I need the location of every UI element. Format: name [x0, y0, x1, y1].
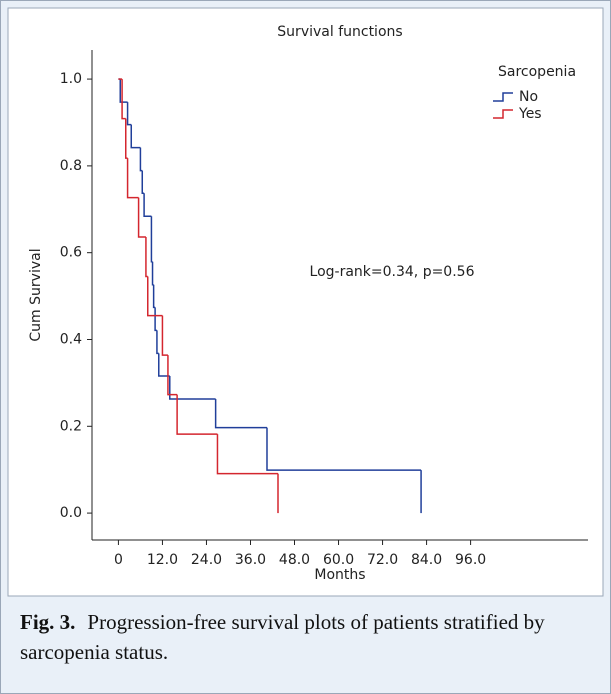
x-tick-label: 12.0	[147, 552, 178, 568]
survival-step	[216, 434, 278, 475]
survival-step	[176, 394, 218, 435]
legend-title: Sarcopenia	[498, 64, 576, 80]
y-tick-label: 1.0	[60, 71, 82, 87]
y-tick-label: 0.4	[60, 331, 82, 347]
x-tick-label: 0	[114, 552, 123, 568]
legend-swatch	[493, 92, 513, 102]
survival-step	[130, 124, 141, 149]
x-tick-label: 60.0	[323, 552, 354, 568]
survival-step	[119, 79, 128, 103]
y-tick-label: 0.6	[60, 245, 82, 261]
caption-text: Progression-free survival plots of patie…	[20, 610, 545, 664]
survival-step	[150, 216, 153, 263]
annotation: Log-rank=0.34, p=0.56	[310, 264, 475, 280]
x-tick-label: 24.0	[191, 552, 222, 568]
survival-step	[126, 102, 132, 126]
chart: Survival functions Months Cum Survival L…	[7, 7, 604, 597]
legend-swatch	[493, 109, 513, 119]
x-axis-label: Months	[314, 567, 365, 583]
survival-step	[143, 193, 152, 217]
survival-step	[214, 398, 267, 429]
x-tick-label: 84.0	[411, 552, 442, 568]
chart-panel	[7, 7, 604, 597]
x-tick-label: 96.0	[455, 552, 486, 568]
legend-label: No	[519, 89, 538, 105]
y-axis-label: Cum Survival	[28, 248, 44, 341]
survival-step	[161, 315, 168, 356]
caption-label: Fig. 3.	[20, 610, 76, 634]
survival-step	[137, 197, 146, 238]
survival-step	[152, 284, 156, 309]
y-tick-label: 0.8	[60, 158, 82, 174]
x-tick-label: 36.0	[235, 552, 266, 568]
y-tick-label: 0.0	[60, 505, 82, 521]
x-tick-label: 48.0	[279, 552, 310, 568]
caption: Fig. 3. Progression-free survival plots o…	[20, 607, 590, 667]
survival-step	[121, 79, 126, 120]
survival-step	[266, 427, 422, 471]
survival-step	[167, 355, 178, 396]
survival-step	[145, 237, 148, 278]
survival-step	[158, 353, 170, 377]
survival-step	[139, 147, 143, 172]
survival-step	[147, 276, 163, 317]
x-tick-label: 72.0	[367, 552, 398, 568]
survival-step	[125, 118, 128, 159]
survival-step	[141, 170, 145, 194]
survival-step	[126, 158, 139, 199]
survival-step	[169, 375, 216, 400]
legend-label: Yes	[518, 106, 542, 122]
y-tick-label: 0.2	[60, 418, 82, 434]
chart-title: Survival functions	[277, 24, 402, 40]
